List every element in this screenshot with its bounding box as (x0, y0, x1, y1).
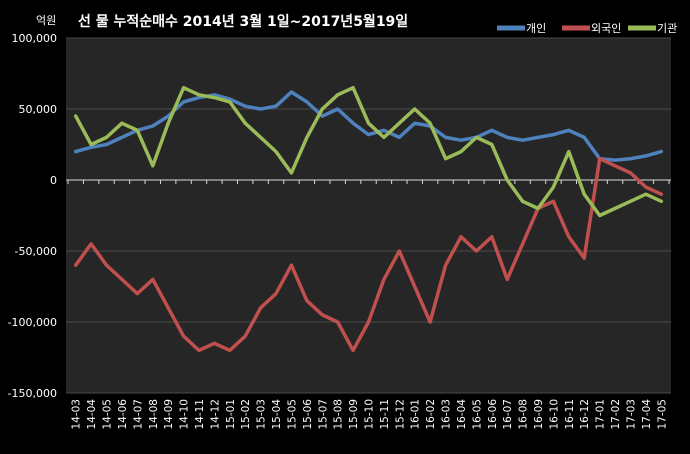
plot-area (66, 38, 671, 393)
y-tick-label: 100,000 (12, 32, 58, 45)
legend: 개인 외국인 기관 (497, 22, 677, 35)
x-tick-label: 15-06 (302, 399, 314, 430)
zero-axis (66, 179, 671, 184)
x-tick-label: 14-10 (179, 399, 191, 430)
x-tick-label: 17-02 (610, 399, 622, 430)
x-tick-label: 16-05 (471, 399, 483, 430)
x-tick-label: 15-02 (240, 399, 252, 430)
x-tick-label: 16-01 (410, 399, 422, 430)
x-tick-label: 15-08 (333, 399, 345, 430)
x-tick-label: 14-07 (132, 399, 144, 430)
series-line-외국인 (73, 156, 664, 353)
x-tick-label: 16-10 (548, 399, 560, 430)
y-tick-label: -100,000 (8, 316, 57, 329)
x-tick-label: 16-12 (579, 399, 591, 430)
x-tick-label: 17-01 (595, 399, 607, 430)
y-tick-label: -50,000 (15, 245, 57, 258)
y-tick-label: 50,000 (19, 103, 58, 116)
x-tick-label: 16-07 (502, 399, 514, 430)
x-tick-label: 14-12 (209, 399, 221, 430)
x-tick-label: 14-11 (194, 399, 206, 430)
legend-label-개인: 개인 (526, 22, 546, 35)
x-tick-label: 14-03 (71, 399, 83, 430)
x-tick-label: 15-12 (394, 399, 406, 430)
x-tick-label: 16-09 (533, 399, 545, 430)
x-tick-label: 15-09 (348, 399, 360, 430)
x-tick-label: 14-05 (102, 399, 114, 430)
chart-title: 선 물 누적순매수 2014년 3월 1일~2017년5월19일 (78, 13, 408, 30)
x-tick-label: 16-04 (456, 399, 468, 430)
x-tick-label: 15-05 (286, 399, 298, 430)
x-tick-label: 16-08 (518, 399, 530, 430)
x-tick-label: 15-03 (256, 399, 268, 430)
x-tick-label: 14-04 (86, 399, 98, 430)
x-axis-ticks: 14-03 14-04 14-05 14-06 14-07 14-08 14-09 14-10… (71, 399, 669, 430)
x-tick-label: 15-11 (379, 399, 391, 430)
x-tick-label: 15-07 (317, 399, 329, 430)
x-tick-label: 16-06 (487, 399, 499, 430)
legend-label-외국인: 외국인 (591, 22, 621, 35)
x-tick-label: 15-04 (271, 399, 283, 430)
x-tick-label: 15-10 (364, 399, 376, 430)
x-tick-label: 16-11 (564, 399, 576, 430)
x-tick-label: 17-05 (656, 399, 668, 430)
x-tick-label: 16-03 (441, 399, 453, 430)
x-tick-label: 14-06 (117, 399, 129, 430)
y-tick-label: -150,000 (8, 387, 57, 400)
x-tick-label: 14-09 (163, 399, 175, 430)
x-tick-label: 17-03 (625, 399, 637, 430)
x-tick-label: 15-01 (225, 399, 237, 430)
x-tick-label: 14-08 (148, 399, 160, 430)
x-tick-label: 16-02 (425, 399, 437, 430)
unit-label: 억원 (36, 14, 56, 27)
x-tick-label: 17-04 (641, 399, 653, 430)
series-line-기관 (73, 85, 664, 218)
y-axis-ticks: 100,000 50,000 0 -50,000 -100,000 -150,000 (8, 32, 57, 400)
series-lines (73, 85, 664, 353)
y-tick-label: 0 (50, 174, 57, 187)
legend-label-기관: 기관 (657, 22, 677, 35)
